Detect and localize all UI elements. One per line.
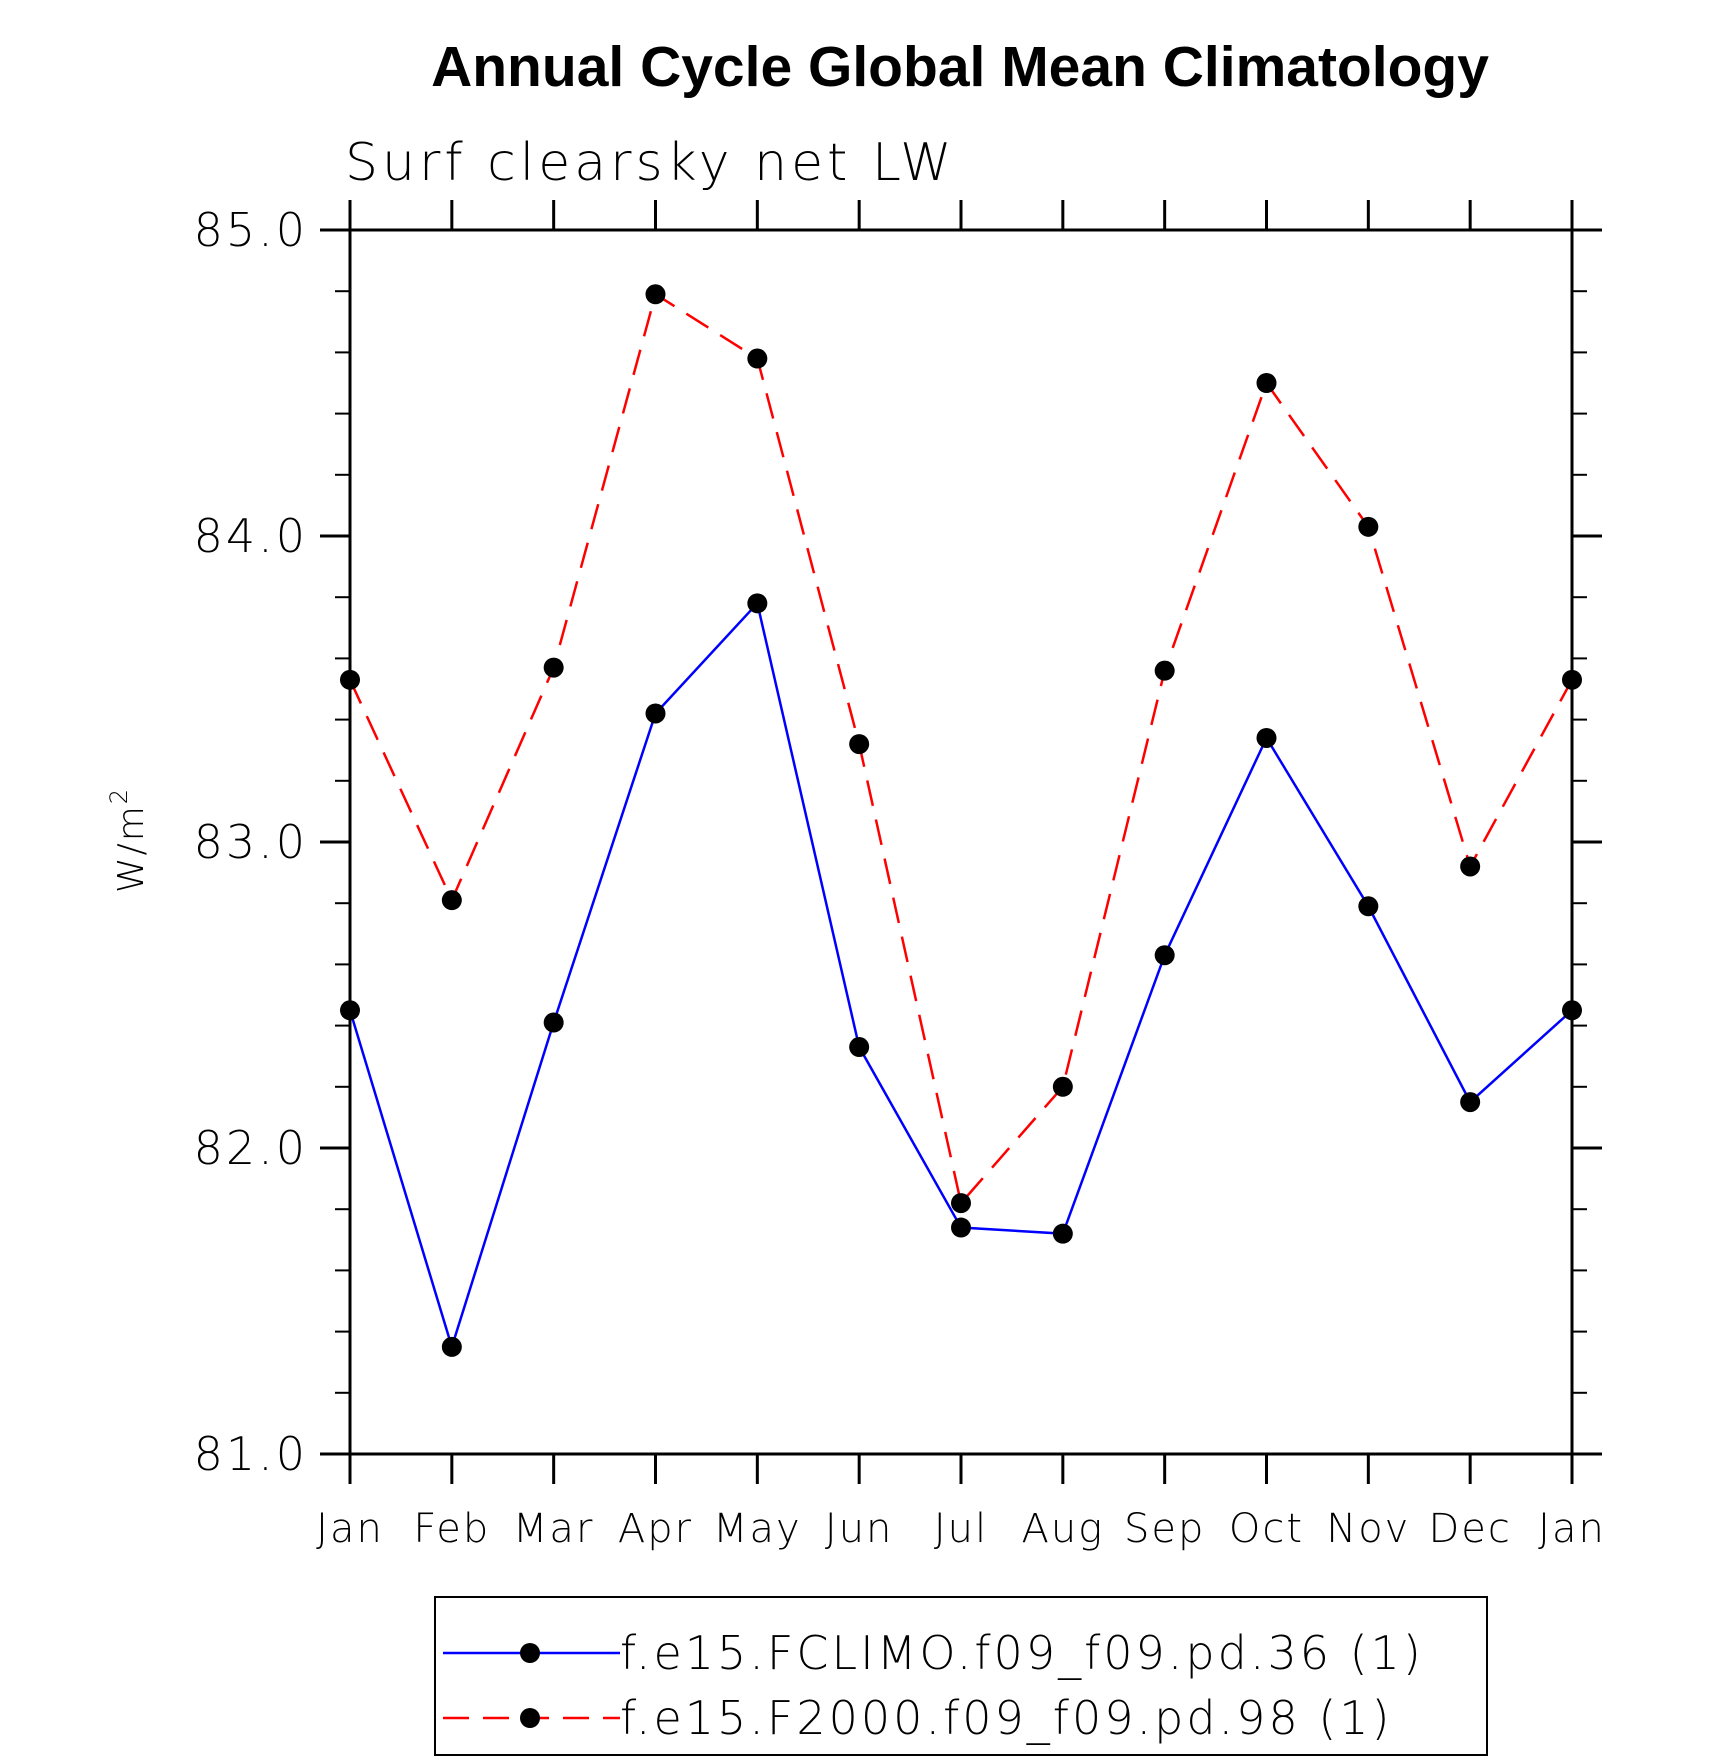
legend-box	[434, 1596, 1488, 1756]
series-2-point	[1562, 669, 1582, 690]
series-2-point	[340, 669, 360, 690]
plot-frame	[348, 228, 1574, 1456]
x-tick-label: Jan	[316, 1506, 384, 1552]
legend: f.e15.FCLIMO.f09_f09.pd.36 (1) f.e15.F200…	[443, 1626, 1424, 1745]
series-2-point	[543, 657, 564, 678]
series-1-point	[1562, 1000, 1582, 1021]
series-1-point	[340, 1000, 360, 1021]
y-tick-label: 82.0	[194, 1121, 308, 1175]
series-2-point	[747, 348, 768, 369]
x-tick-label: Mar	[513, 1506, 594, 1552]
series-2-point	[645, 284, 666, 305]
series-1-point	[645, 703, 666, 724]
y-axis-label-superscript: 2	[105, 787, 133, 804]
series-1-point	[1460, 1092, 1481, 1113]
series-1-point	[1052, 1223, 1073, 1244]
legend-label-2: f.e15.F2000.f09_f09.pd.98 (1)	[620, 1691, 1393, 1745]
series-2-point	[1154, 660, 1175, 681]
series-layer	[340, 284, 1582, 1357]
y-tick-label: 83.0	[194, 815, 308, 869]
y-tick-label: 84.0	[194, 509, 308, 563]
x-tick-label: Jan	[1538, 1506, 1606, 1552]
x-axis-ticks: Jan Feb Mar Apr May Jun Jul Aug Sep Oct Nov Dec Jan	[316, 200, 1606, 1552]
series-line-2	[348, 292, 1574, 1206]
x-tick-label: Nov	[1326, 1506, 1410, 1552]
series-1-point	[849, 1037, 870, 1058]
series-2-point	[1460, 856, 1481, 877]
svg-text:W/m2: W/m2	[105, 787, 152, 893]
chart-subtitle: Surf clearsky net LW	[345, 133, 956, 193]
series-2-point	[849, 734, 870, 755]
x-tick-label: May	[713, 1506, 802, 1552]
legend-label-1: f.e15.FCLIMO.f09_f09.pd.36 (1)	[620, 1626, 1424, 1680]
x-tick-label: Feb	[413, 1506, 490, 1552]
x-tick-label: Jul	[934, 1506, 988, 1552]
series-2-point	[1052, 1076, 1073, 1097]
series-1-point	[1154, 945, 1175, 966]
x-tick-label: Dec	[1428, 1506, 1511, 1552]
series-1-point	[543, 1012, 564, 1033]
series-1-point	[441, 1336, 462, 1357]
series-2-point	[1358, 516, 1379, 537]
chart-title: Annual Cycle Global Mean Climatology	[431, 35, 1489, 99]
series-1-point	[951, 1217, 971, 1238]
y-axis-label-text: W/m	[111, 804, 152, 893]
x-tick-label: Oct	[1229, 1506, 1304, 1552]
legend-marker-2	[520, 1708, 540, 1728]
series-1-point	[1358, 896, 1379, 917]
series-2-point	[441, 890, 462, 911]
series-1-point	[747, 593, 768, 614]
x-tick-label: Sep	[1124, 1506, 1205, 1552]
x-tick-label: Jun	[825, 1506, 894, 1552]
x-tick-label: Aug	[1021, 1506, 1104, 1552]
x-tick-label: Apr	[618, 1506, 693, 1552]
y-tick-label: 85.0	[194, 203, 308, 257]
series-2-point	[1256, 373, 1277, 393]
series-2-point	[951, 1193, 971, 1214]
y-tick-label: 81.0	[194, 1427, 308, 1481]
legend-marker-1	[520, 1643, 540, 1663]
series-1-point	[1256, 727, 1277, 748]
y-axis-ticks: 85.0 84.0 83.0 82.0 81.0	[194, 203, 1602, 1481]
y-axis-label: W/m2	[105, 787, 152, 893]
